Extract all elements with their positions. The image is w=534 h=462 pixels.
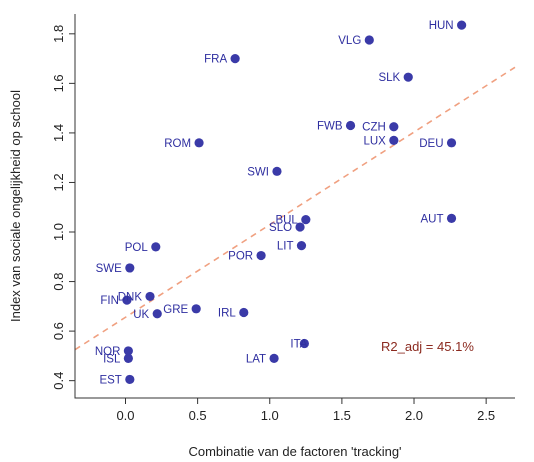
data-point-gre — [191, 304, 201, 314]
point-label-lit: LIT — [277, 241, 294, 253]
x-axis-title: Combinatie van de factoren 'tracking' — [188, 444, 401, 459]
regression-line — [74, 66, 516, 351]
data-point-ita — [299, 338, 309, 349]
x-tick-label: 0.0 — [116, 408, 134, 423]
point-label-lat: LAT — [246, 353, 266, 365]
x-tick-label: 2.5 — [477, 408, 495, 423]
y-tick-label: 0.6 — [51, 322, 66, 340]
y-tick-label: 0.4 — [51, 372, 66, 390]
data-point-fra — [230, 53, 240, 64]
data-points — [122, 20, 467, 385]
x-tick-label: 2.0 — [405, 408, 423, 423]
point-label-uk: UK — [133, 309, 149, 321]
data-point-bul — [301, 215, 311, 225]
point-label-nor: NOR — [95, 346, 121, 358]
data-point-lit — [296, 241, 307, 251]
point-label-isl: ISL — [103, 353, 121, 365]
point-label-ita: ITA — [290, 338, 307, 350]
data-point-rom — [194, 138, 204, 148]
data-point-por — [256, 250, 266, 261]
data-point-hun — [457, 20, 467, 30]
y-tick-label: 1.6 — [51, 74, 66, 92]
y-tick-label: 1.2 — [51, 173, 66, 191]
x-tick-label: 1.0 — [261, 408, 279, 423]
y-tick-label: 1.0 — [51, 223, 66, 241]
data-point-lat — [269, 353, 279, 363]
plot-border — [74, 14, 515, 399]
data-point-slk — [403, 72, 413, 82]
axes — [74, 14, 515, 399]
data-point-fwb — [345, 120, 356, 131]
data-point-isl — [123, 353, 133, 363]
point-label-est: EST — [99, 374, 121, 386]
data-point-deu — [446, 138, 457, 148]
point-label-gre: GRE — [163, 304, 188, 316]
fit-line-layer — [74, 66, 516, 351]
data-point-nor — [123, 346, 133, 356]
point-label-hun: HUN — [429, 20, 454, 32]
r2-annotation: R2_adj = 45.1% — [381, 339, 474, 354]
data-point-aut — [446, 213, 457, 223]
data-point-lux — [389, 135, 399, 145]
point-label-por: POR — [228, 251, 253, 263]
point-label-aut: AUT — [421, 213, 444, 225]
data-point-fin — [122, 295, 132, 305]
point-label-swi: SWI — [247, 166, 269, 178]
data-point-swi — [272, 166, 282, 176]
data-point-uk — [152, 309, 162, 319]
point-label-rom: ROM — [164, 138, 191, 150]
data-point-slo — [295, 222, 305, 232]
data-point-irl — [239, 307, 249, 318]
point-label-fin: FIN — [100, 295, 119, 307]
data-point-dnk — [145, 291, 155, 302]
point-label-slk: SLK — [378, 72, 400, 84]
y-tick-label: 1.8 — [51, 25, 66, 43]
x-tick-label: 1.5 — [333, 408, 351, 423]
point-label-fwb: FWB — [317, 120, 343, 132]
point-label-vlg: VLG — [338, 35, 361, 47]
data-point-swe — [125, 263, 135, 273]
point-label-slo: SLO — [269, 222, 292, 234]
data-point-pol — [151, 242, 161, 252]
point-label-bul: BUL — [275, 215, 298, 227]
y-tick-label: 1.4 — [51, 124, 66, 142]
point-label-lux: LUX — [363, 135, 386, 147]
y-axis-ticks: 0.4 0.6 0.8 1.0 1.2 1.4 1.6 1.8 — [51, 25, 75, 390]
x-axis-ticks: 0.0 0.5 1.0 1.5 2.0 2.5 — [116, 398, 495, 423]
point-label-dnk: DNK — [118, 291, 143, 303]
point-label-swe: SWE — [96, 263, 123, 275]
point-label-deu: DEU — [419, 138, 443, 150]
point-label-irl: IRL — [218, 308, 237, 320]
point-label-fra: FRA — [204, 54, 227, 66]
data-point-est — [125, 374, 135, 385]
point-label-czh: CZH — [362, 122, 386, 134]
y-tick-label: 0.8 — [51, 273, 66, 291]
point-label-pol: POL — [125, 242, 149, 254]
data-point-vlg — [364, 35, 374, 45]
data-point-czh — [389, 122, 399, 132]
y-axis-title: Index van sociale ongelijkheid op school — [8, 90, 23, 322]
x-tick-label: 0.5 — [189, 408, 207, 423]
